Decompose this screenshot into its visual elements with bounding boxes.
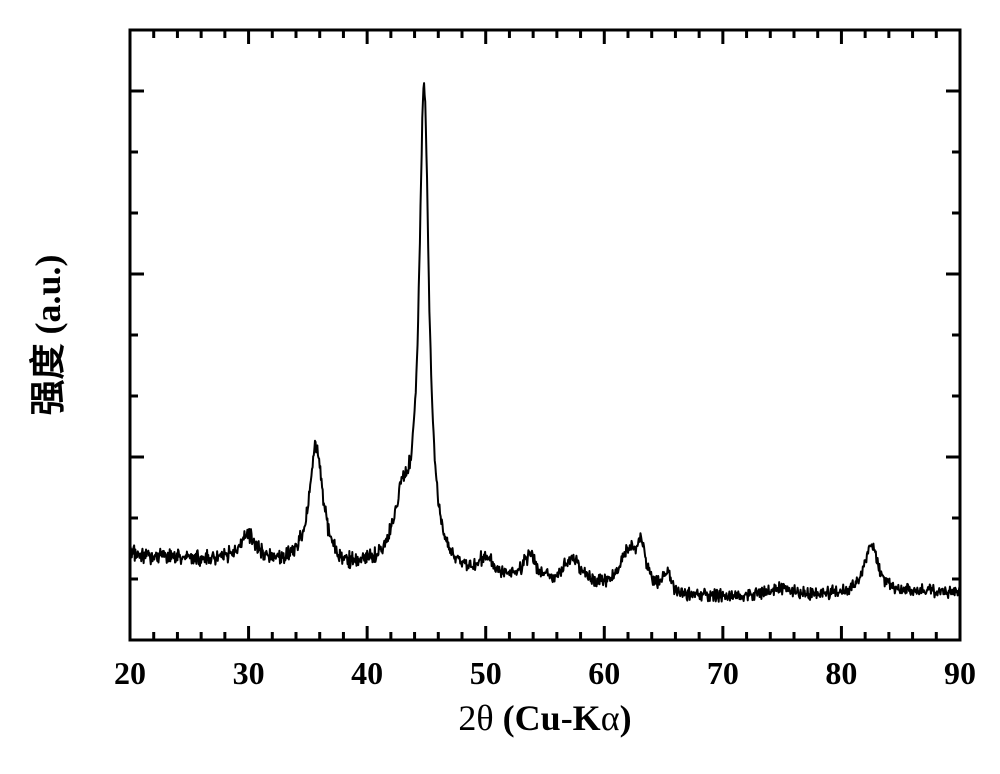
x-tick-label: 50 — [470, 655, 502, 691]
x-tick-label: 80 — [825, 655, 857, 691]
x-tick-label: 20 — [114, 655, 146, 691]
chart-svg: 20 30 40 50 60 70 80 90 2θ (Cu-Kα) 强度 (a.u.) — [0, 0, 1000, 774]
x-tick-label: 40 — [351, 655, 383, 691]
x-tick-label: 90 — [944, 655, 976, 691]
xrd-chart: 20 30 40 50 60 70 80 90 2θ (Cu-Kα) 强度 (a.u.) — [0, 0, 1000, 774]
x-axis-label: 2θ (Cu-Kα) — [458, 698, 631, 738]
x-tick-label: 30 — [233, 655, 265, 691]
y-axis-label: 强度 (a.u.) — [28, 254, 68, 415]
x-tick-label: 70 — [707, 655, 739, 691]
x-tick-label: 60 — [588, 655, 620, 691]
